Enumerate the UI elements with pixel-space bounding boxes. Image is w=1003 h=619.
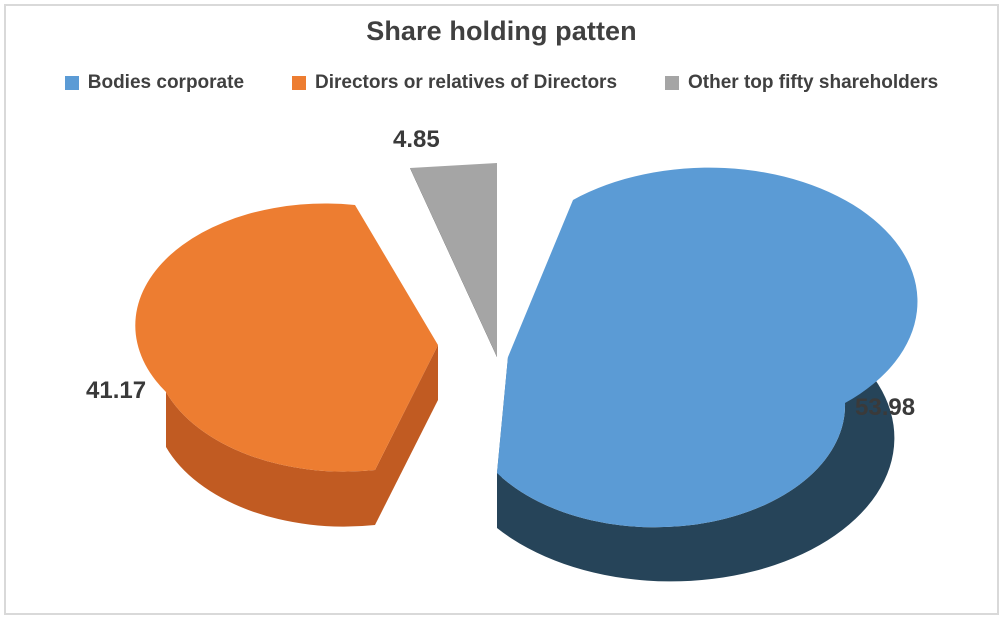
legend-label: Bodies corporate — [87, 72, 245, 93]
data-label-directors-or-relatives: 41.17 — [86, 377, 147, 404]
pie-slice-bodies-corporate[interactable] — [497, 167, 918, 582]
pie-slice-top — [135, 203, 438, 472]
pie-slice-top — [497, 167, 918, 528]
chart-title: Share holding patten — [366, 16, 637, 46]
pie-slice-radial-face — [375, 345, 438, 525]
legend-swatch-icon — [292, 76, 307, 90]
data-label-other-top-fifty: 4.85 — [393, 126, 440, 153]
pie-slice-other-top-fifty[interactable] — [410, 163, 497, 357]
legend-item-bodies-corporate[interactable]: Bodies corporate — [64, 72, 245, 94]
legend-label: Directors or relatives of Directors — [315, 72, 618, 93]
legend-swatch-icon — [64, 76, 79, 90]
pie-slice-directors-or-relatives[interactable] — [135, 203, 438, 527]
legend-item-directors-or-relatives[interactable]: Directors or relatives of Directors — [292, 72, 617, 94]
pie-slice-top — [410, 163, 497, 357]
chart-legend: Bodies corporate Directors or relatives … — [0, 72, 1003, 94]
pie-slice-side-wall — [497, 348, 895, 582]
data-label-bodies-corporate: 53.98 — [855, 394, 916, 421]
legend-item-other-top-fifty[interactable]: Other top fifty shareholders — [665, 72, 938, 94]
legend-label: Other top fifty shareholders — [688, 72, 939, 93]
pie-slice-side-wall — [166, 392, 375, 527]
legend-swatch-icon — [665, 76, 680, 90]
